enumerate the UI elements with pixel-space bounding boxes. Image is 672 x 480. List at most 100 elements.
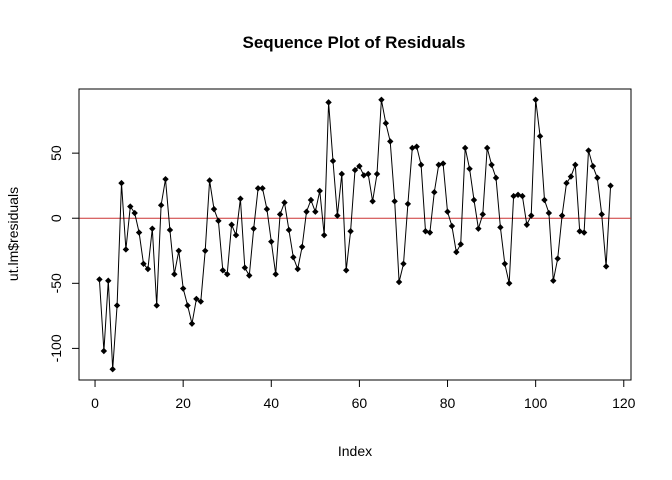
residual-point bbox=[413, 143, 420, 150]
residual-point bbox=[113, 302, 121, 309]
residual-point bbox=[567, 173, 575, 180]
residual-point bbox=[162, 175, 169, 183]
residual-point bbox=[426, 229, 434, 236]
residual-point bbox=[598, 211, 605, 218]
residual-point bbox=[536, 133, 544, 140]
residual-point bbox=[228, 221, 235, 228]
residual-point bbox=[316, 187, 323, 195]
residual-series-line bbox=[98, 99, 612, 370]
residual-point bbox=[127, 203, 134, 210]
residual-point bbox=[347, 228, 354, 235]
x-axis: 0 20 40 60 80 100 120 bbox=[91, 379, 636, 411]
residual-point bbox=[246, 272, 253, 279]
residual-point bbox=[312, 208, 319, 215]
residual-point bbox=[272, 271, 279, 278]
residual-point bbox=[479, 211, 486, 218]
residual-point bbox=[497, 224, 504, 231]
residual-point bbox=[475, 225, 482, 232]
residual-point bbox=[144, 265, 152, 273]
x-tick-label: 0 bbox=[91, 395, 99, 411]
plot-frame bbox=[78, 88, 632, 381]
residual-point bbox=[585, 147, 592, 154]
residual-point bbox=[307, 196, 315, 204]
residual-point bbox=[391, 198, 398, 205]
residual-point bbox=[303, 208, 310, 215]
residual-point bbox=[417, 161, 425, 169]
residual-point bbox=[457, 241, 464, 248]
residual-point bbox=[541, 196, 548, 204]
residual-point bbox=[259, 185, 266, 192]
residual-point bbox=[510, 192, 517, 200]
residual-point bbox=[219, 267, 227, 274]
residual-point bbox=[250, 225, 257, 232]
residual-point bbox=[320, 231, 328, 239]
residual-point bbox=[506, 280, 513, 287]
x-axis-label: Index bbox=[338, 443, 372, 459]
residual-point bbox=[338, 170, 345, 178]
residual-point bbox=[448, 222, 456, 230]
residual-point bbox=[232, 231, 240, 239]
residual-point bbox=[519, 192, 526, 200]
residual-point bbox=[298, 243, 306, 251]
residual-point bbox=[179, 285, 187, 292]
residual-point bbox=[589, 162, 597, 170]
residual-point bbox=[580, 229, 588, 236]
residual-point bbox=[96, 276, 103, 283]
y-axis: -100 -50 0 50 bbox=[48, 145, 80, 362]
residual-point bbox=[602, 263, 610, 270]
x-tick-label: 120 bbox=[612, 395, 636, 411]
residual-point bbox=[373, 170, 381, 178]
residual-point bbox=[483, 144, 491, 152]
residual-point bbox=[395, 278, 403, 286]
residual-point bbox=[285, 226, 293, 234]
residual-point bbox=[351, 166, 359, 174]
residual-point bbox=[268, 238, 275, 245]
x-tick-label: 60 bbox=[352, 395, 368, 411]
residual-point bbox=[325, 99, 332, 106]
residual-point bbox=[594, 174, 601, 182]
residual-point bbox=[431, 188, 438, 196]
residual-point bbox=[550, 277, 557, 284]
residual-point bbox=[175, 247, 182, 254]
residual-point bbox=[171, 271, 178, 278]
residual-point bbox=[329, 157, 337, 165]
residual-point bbox=[404, 200, 412, 208]
y-tick-label: -100 bbox=[48, 334, 64, 362]
residual-point bbox=[563, 179, 570, 187]
residual-point bbox=[105, 277, 112, 284]
residual-point bbox=[206, 177, 213, 184]
y-tick-label: -50 bbox=[48, 273, 64, 293]
x-tick-label: 80 bbox=[440, 395, 456, 411]
residual-point bbox=[387, 138, 394, 145]
residual-point bbox=[201, 247, 209, 254]
residual-point bbox=[554, 255, 561, 262]
residual-point bbox=[470, 196, 478, 204]
residual-point bbox=[140, 260, 147, 267]
residual-point bbox=[365, 170, 372, 178]
x-tick-label: 100 bbox=[524, 395, 548, 411]
residual-point bbox=[118, 179, 125, 187]
residual-point bbox=[263, 205, 271, 213]
residual-point bbox=[528, 212, 535, 219]
residual-point bbox=[342, 267, 350, 274]
residual-point bbox=[545, 209, 553, 217]
residual-point bbox=[184, 302, 191, 309]
residual-point bbox=[294, 265, 301, 273]
y-tick-label: 0 bbox=[48, 214, 64, 222]
residual-point bbox=[215, 217, 222, 225]
y-axis-label: ut.lm$residuals bbox=[5, 187, 21, 281]
residual-point bbox=[281, 199, 288, 206]
residual-point bbox=[149, 225, 156, 232]
residual-point bbox=[378, 96, 385, 103]
residual-point bbox=[532, 96, 539, 103]
residual-point bbox=[514, 191, 522, 198]
residual-point bbox=[382, 120, 390, 127]
residual-point bbox=[197, 298, 204, 305]
residual-point bbox=[193, 295, 200, 303]
residual-point bbox=[135, 229, 143, 236]
residual-point bbox=[100, 347, 108, 355]
residual-point bbox=[153, 302, 160, 309]
residual-point bbox=[558, 212, 566, 219]
residual-point bbox=[356, 162, 363, 170]
